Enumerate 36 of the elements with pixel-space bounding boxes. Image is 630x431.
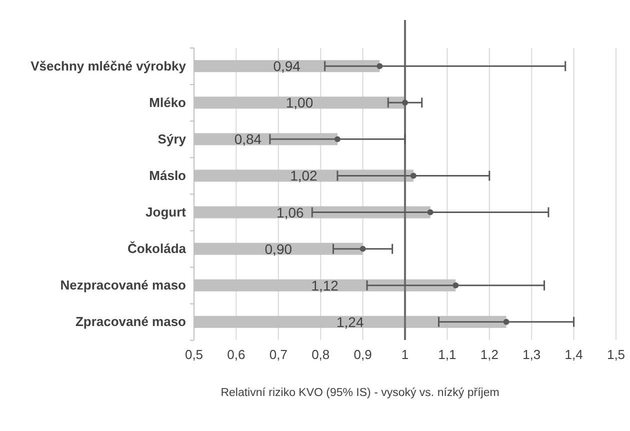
x-tick-label: 1,3 bbox=[522, 347, 541, 362]
y-tick-label: Všechny mléčné výrobky bbox=[30, 58, 187, 74]
text: 1,12 bbox=[311, 277, 338, 294]
point bbox=[452, 282, 459, 288]
x-tick-label: 1,1 bbox=[438, 347, 456, 362]
x-axis-title: Relativní riziko KVO (95% IS) - vysoký vs. nízký příjem bbox=[220, 387, 500, 399]
x-tick-label: 0,8 bbox=[312, 347, 330, 362]
text: 1,02 bbox=[290, 168, 318, 184]
y-tick-label: Máslo bbox=[149, 168, 186, 183]
x-tick-label: 0,6 bbox=[227, 347, 246, 362]
y-tick-label: Zpracované maso bbox=[75, 314, 186, 330]
x-tick-label: 1,4 bbox=[564, 347, 583, 362]
y-tick-label: Nezpracované maso bbox=[60, 278, 186, 293]
point bbox=[360, 246, 366, 252]
x-tick-label: 0,7 bbox=[269, 347, 288, 362]
point bbox=[334, 136, 340, 142]
text: 0,84 bbox=[234, 131, 262, 148]
text: 0,94 bbox=[273, 58, 300, 74]
point bbox=[427, 209, 434, 216]
y-tick-label: Mléko bbox=[149, 94, 186, 110]
text: 1,24 bbox=[336, 314, 364, 330]
x-tick-label: 1 bbox=[401, 347, 409, 362]
point bbox=[402, 100, 408, 106]
y-tick-label: Sýry bbox=[158, 131, 187, 146]
y-tick-label: Jogurt bbox=[146, 204, 187, 220]
x-tick-label: 1,5 bbox=[606, 347, 626, 362]
y-tick-label: Čokoláda bbox=[127, 240, 187, 256]
point bbox=[410, 172, 416, 179]
point bbox=[376, 63, 383, 70]
point bbox=[503, 318, 510, 325]
text: 0,90 bbox=[264, 240, 292, 257]
x-tick-label: 1,2 bbox=[480, 347, 498, 362]
x-tick-label: 0,5 bbox=[184, 347, 204, 362]
text: 1,00 bbox=[286, 94, 314, 111]
x-tick-label: 0,9 bbox=[354, 347, 372, 362]
text: 1,06 bbox=[276, 204, 304, 220]
